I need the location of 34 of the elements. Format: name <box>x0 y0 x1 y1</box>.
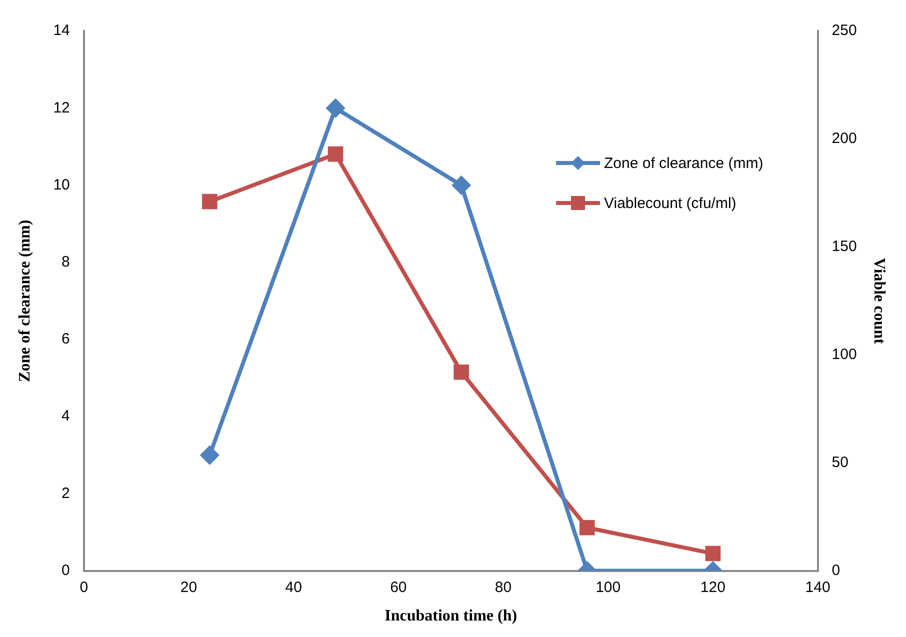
x-tick-label: 20 <box>180 578 198 596</box>
y-tick-label: 12 <box>53 99 70 116</box>
y-tick-label: 4 <box>62 408 70 425</box>
point <box>454 364 469 380</box>
point <box>326 99 345 118</box>
x-tick-label: 40 <box>285 578 302 596</box>
x-tick-label: 140 <box>805 578 830 596</box>
x-tick-label: 80 <box>494 578 512 596</box>
y2-axis-title: Viable count <box>870 258 888 345</box>
point <box>452 176 470 194</box>
y-tick-label: 8 <box>62 253 70 270</box>
legend-label: Viablecount (cfu/ml) <box>604 194 736 212</box>
legend-label: Zone of clearance (mm) <box>604 154 764 172</box>
x-tick-label: 0 <box>80 578 88 596</box>
x-axis-title: Incubation time (h) <box>384 608 518 625</box>
y-tick-label: 6 <box>62 330 70 348</box>
x-tick-label: 100 <box>596 578 621 596</box>
x-tick-label: 120 <box>700 578 726 596</box>
y-tick-label: 2 <box>62 484 70 502</box>
point <box>579 520 595 536</box>
y2-tick-label: 250 <box>832 22 857 40</box>
y-tick-label: 10 <box>53 176 70 194</box>
y2-tick-label: 200 <box>832 130 857 148</box>
y2-tick-label: 100 <box>832 346 857 364</box>
y-axis-title: Zone of clearance (mm) <box>16 220 34 382</box>
point <box>705 546 721 562</box>
point <box>202 194 218 210</box>
y2-tick-label: 0 <box>832 562 840 579</box>
y2-tick-label: 50 <box>832 454 848 471</box>
y2-tick-label: 150 <box>832 238 857 256</box>
y-tick-label: 14 <box>53 22 70 40</box>
point <box>328 146 344 162</box>
y-tick-label: 0 <box>62 562 70 579</box>
x-tick-label: 60 <box>390 578 407 596</box>
